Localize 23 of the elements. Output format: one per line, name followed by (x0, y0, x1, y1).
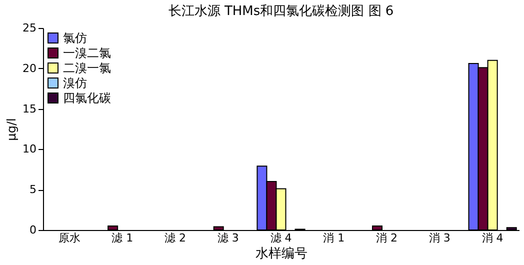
x-tick-label: 消 4 (482, 232, 504, 244)
y-tick-label: 15 (22, 102, 36, 116)
y-tick-label: 0 (30, 224, 36, 236)
y-tick-label: 20 (22, 62, 36, 75)
legend-label: 二溴一氯 (63, 61, 111, 75)
y-tick-label: 5 (30, 183, 36, 196)
x-tick-label: 滤 3 (217, 232, 239, 244)
x-tick-label: 消 2 (376, 232, 398, 244)
y-tick-label: 25 (22, 22, 36, 34)
x-tick-label: 消 3 (428, 232, 450, 244)
x-axis-title: 水样编号 (256, 246, 308, 262)
x-tick-label: 滤 2 (164, 232, 186, 244)
legend-label: 一溴二氯 (63, 46, 111, 60)
legend-label: 氯仿 (63, 31, 87, 45)
y-tick-label: 10 (22, 142, 36, 156)
x-tick-label: 原水 (58, 232, 80, 244)
x-tick-label: 滤 1 (112, 232, 134, 244)
y-axis-title: μg/l (4, 118, 19, 141)
x-tick-label: 滤 4 (270, 232, 292, 244)
legend-label: 溴仿 (63, 76, 87, 90)
legend-label: 四氯化碳 (63, 91, 111, 105)
x-tick-label: 消 1 (323, 232, 345, 244)
chart-title: 长江水源 THMs和四氯化碳检测图 图 6 (168, 4, 394, 19)
